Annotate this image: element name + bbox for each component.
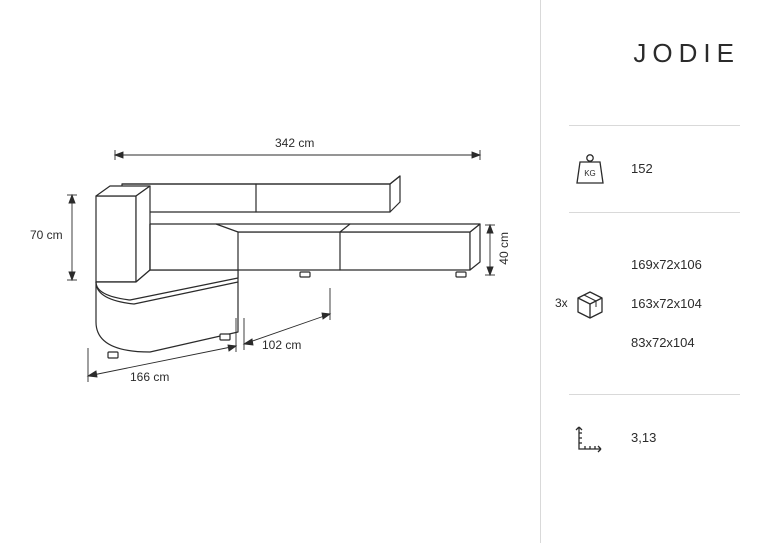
package-icon: 3x — [569, 282, 611, 324]
spec-packages-value: 169x72x106 163x72x104 83x72x104 — [631, 235, 702, 372]
product-title: JODIE — [569, 38, 740, 69]
dim-label-width: 342 cm — [275, 136, 314, 150]
dim-label-chaise-width: 166 cm — [130, 370, 169, 384]
spec-row-weight: KG 152 — [569, 125, 740, 212]
diagram-area: 342 cm 70 cm 40 cm 166 cm 102 cm — [0, 0, 540, 543]
dim-label-height: 70 cm — [30, 228, 63, 242]
sofa-body — [96, 176, 480, 358]
dim-left-height — [67, 195, 77, 280]
spec-row-volume: 3,13 — [569, 394, 740, 481]
page-root: 342 cm 70 cm 40 cm 166 cm 102 cm JODIE K… — [0, 0, 768, 543]
weight-icon: KG — [569, 148, 611, 190]
dim-top-width — [115, 150, 480, 160]
weight-unit-label: KG — [584, 169, 596, 178]
spec-volume-value: 3,13 — [631, 428, 656, 448]
dim-label-chaise-inner: 102 cm — [262, 338, 301, 352]
pkg-dim-1: 169x72x106 — [631, 255, 702, 275]
package-count: 3x — [555, 296, 568, 310]
volume-icon — [569, 417, 611, 459]
dim-right-seat-height — [485, 225, 495, 275]
pkg-dim-3: 83x72x104 — [631, 333, 702, 353]
pkg-dim-2: 163x72x104 — [631, 294, 702, 314]
spec-weight-value: 152 — [631, 159, 653, 179]
spec-row-packages: 3x 169x72x106 163x72x104 83x72x104 — [569, 212, 740, 394]
sofa-diagram-svg — [0, 0, 540, 543]
info-panel: JODIE KG 152 3x — [540, 0, 768, 543]
dim-label-seat-height: 40 cm — [497, 232, 511, 265]
